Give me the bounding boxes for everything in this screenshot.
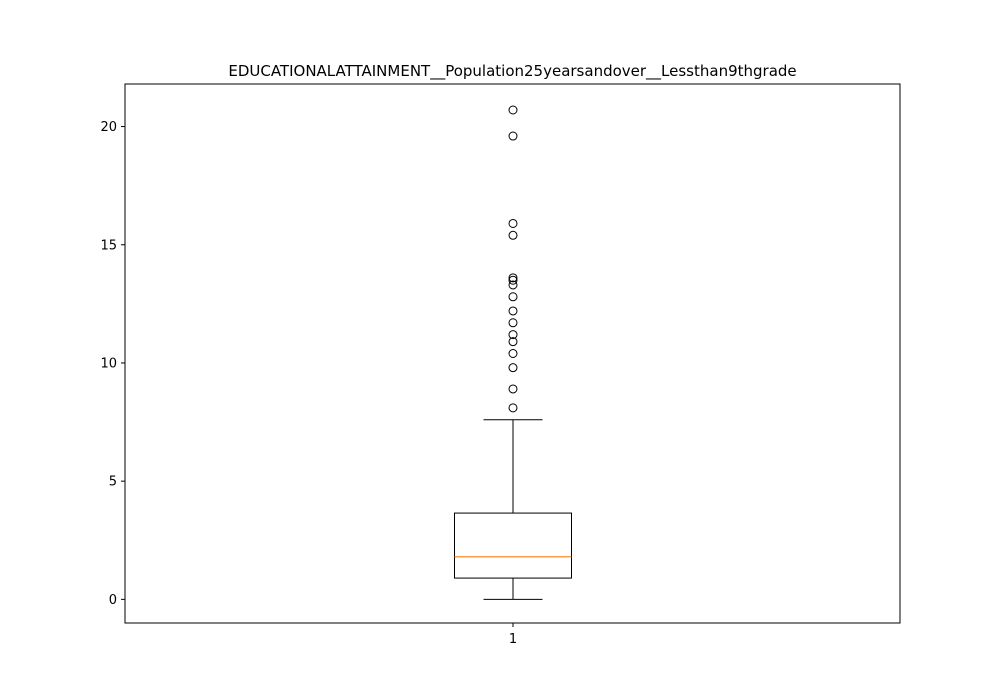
outlier-point [508,337,518,347]
y-tick-label: 5 [109,475,117,490]
outlier-point [508,306,518,316]
outlier-point [508,275,518,285]
y-tick-label: 0 [109,593,117,608]
outlier-point [508,218,518,228]
outlier-point [508,363,518,373]
y-tick-label: 10 [100,356,117,371]
outlier-point [508,318,518,328]
axes-frame [124,83,901,624]
outlier-point [508,330,518,340]
outlier-point [508,292,518,302]
chart-title: EDUCATIONALATTAINMENT__Population25years… [228,62,796,81]
iqr-box [454,512,572,579]
outlier-point [508,105,518,115]
plot-area: 0 5 10 15 20 1 [100,83,901,647]
y-tick-label: 20 [100,120,117,135]
outlier-point [508,349,518,358]
outlier-point [508,273,518,283]
outlier-point [508,384,518,394]
outlier-point [508,280,518,290]
outlier-point [508,230,518,240]
outlier-point [508,403,518,413]
x-tick-label: 1 [509,632,517,647]
outlier-point [508,131,518,141]
y-tick-label: 15 [100,238,117,253]
